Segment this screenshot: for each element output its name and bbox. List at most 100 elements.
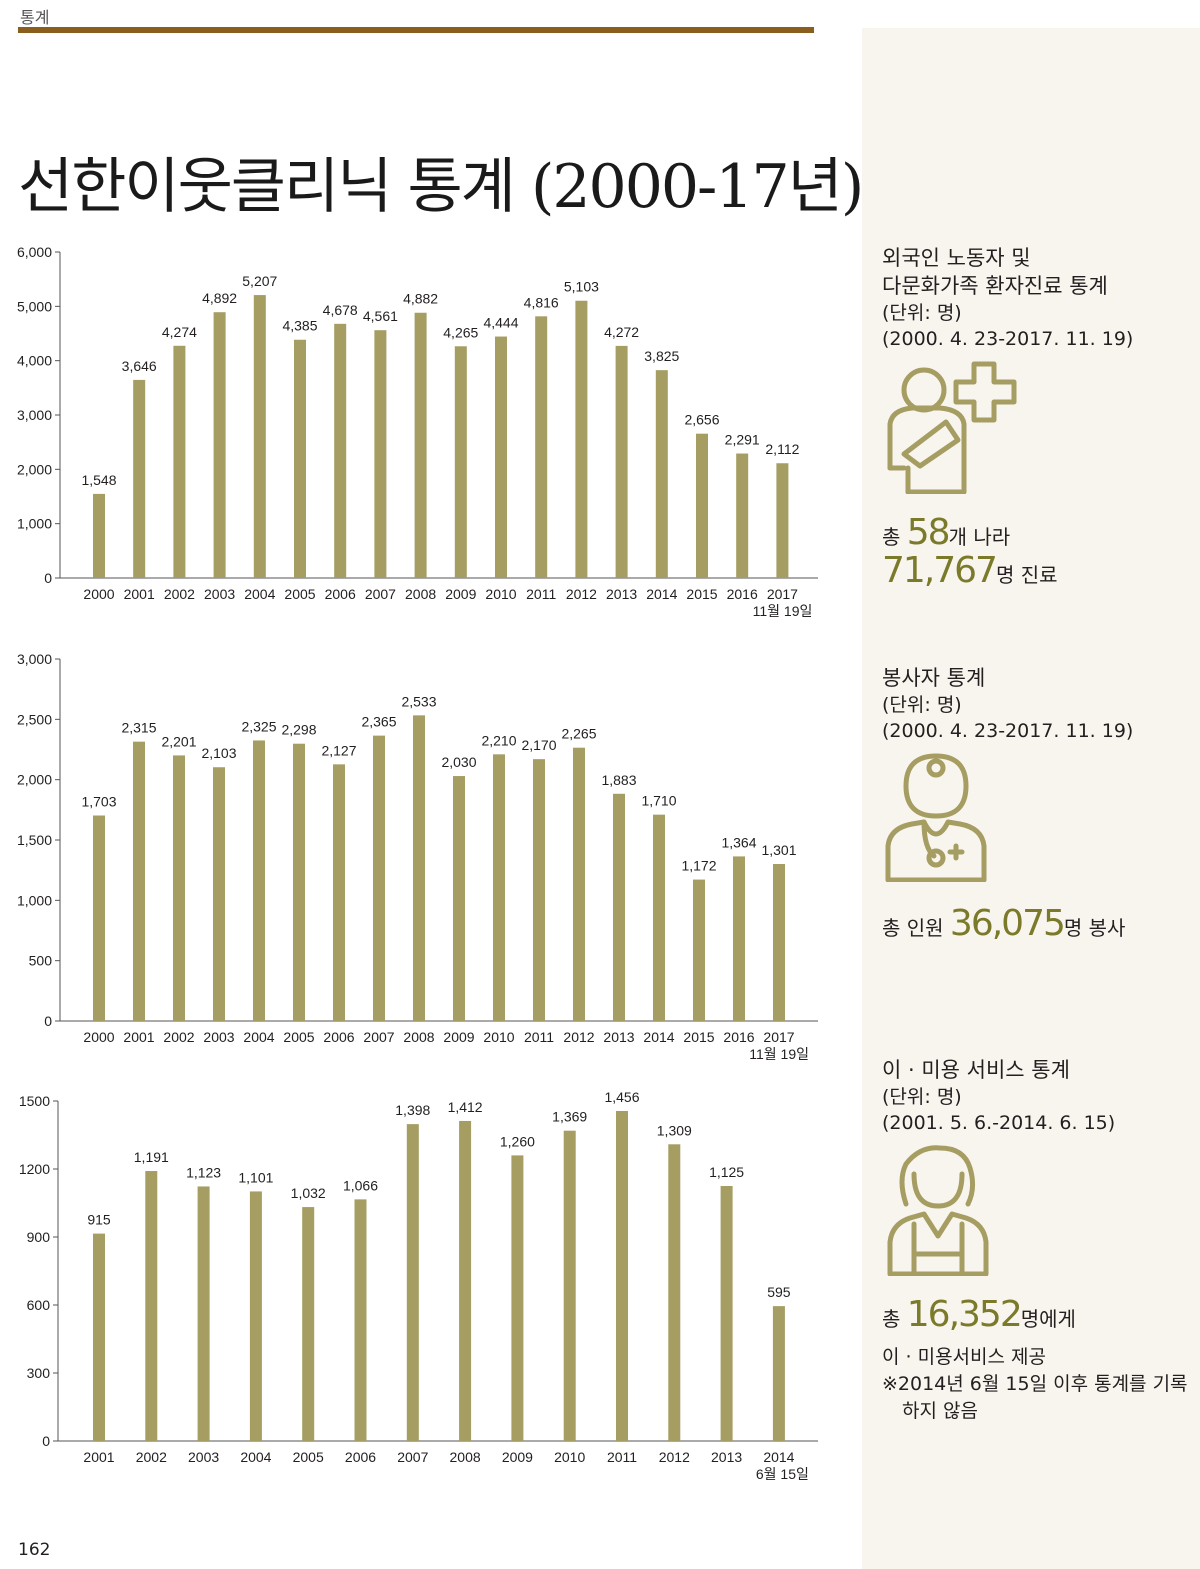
bar <box>253 295 266 578</box>
bar-value-label: 4,385 <box>282 318 317 334</box>
x-tick-label: 2013 <box>603 1029 634 1045</box>
x-tick-label: 2010 <box>485 586 516 602</box>
bar-value-label: 1,301 <box>761 842 796 858</box>
bar-value-label: 4,678 <box>323 302 358 318</box>
y-tick-label: 500 <box>29 953 53 969</box>
bar <box>145 1171 158 1441</box>
x-tick-label: 2002 <box>136 1449 167 1465</box>
bar <box>533 759 545 1021</box>
bar-value-label: 2,533 <box>401 693 436 709</box>
bar-value-label: 2,325 <box>241 718 276 734</box>
patient-with-medical-cross-icon <box>887 361 1017 494</box>
bar-value-label: 4,892 <box>202 290 237 306</box>
beauty-note-line-2: 하지 않음 <box>902 1400 978 1422</box>
bar <box>613 793 625 1021</box>
beauty-service-bar-chart: 0 300 600 900 1200 1500 915 2001 1,191 2002 1,123 2… <box>19 1089 818 1482</box>
x-tick-label: 2005 <box>283 1029 314 1045</box>
bar <box>213 312 226 578</box>
y-tick-label: 4,000 <box>17 353 52 369</box>
patients-countries-value: 58 <box>906 512 951 553</box>
bar <box>495 336 507 578</box>
beauty-unit: (단위: 명) <box>882 1086 962 1108</box>
x-tick-label: 2013 <box>606 586 637 602</box>
bar <box>736 453 749 578</box>
bar-value-label: 1,710 <box>641 793 676 809</box>
bar-value-label: 1,032 <box>291 1185 326 1201</box>
hairdresser-woman-icon <box>887 1145 989 1276</box>
bar-value-label: 2,112 <box>765 441 799 457</box>
bar <box>772 1306 785 1441</box>
y-tick-label: 2,500 <box>17 711 52 727</box>
bar-value-label: 2,210 <box>481 732 516 748</box>
patients-period: (2000. 4. 23-2017. 11. 19) <box>882 328 1134 350</box>
patients-heading: 외국인 노동자 및 다문화가족 환자진료 통계 <box>882 246 1108 298</box>
x-tick-label: 2004 <box>244 586 275 602</box>
patients-total-suffix: 명 진료 <box>995 563 1058 587</box>
bar <box>563 1130 576 1441</box>
bar <box>573 747 585 1021</box>
x-tick-label: 2009 <box>502 1449 533 1465</box>
bar <box>615 345 628 578</box>
doctor-with-stethoscope-icon <box>885 753 987 882</box>
x-tick-label: 2006 <box>323 1029 354 1045</box>
bar-value-label: 2,291 <box>725 432 760 448</box>
y-tick-label: 900 <box>27 1229 51 1245</box>
patients-total-line: 71,767명 진료 <box>882 550 1058 591</box>
section-label: 통계 <box>20 8 50 27</box>
bar-value-label: 915 <box>87 1212 111 1228</box>
bar <box>454 346 467 578</box>
beauty-service-line: 이 · 미용서비스 제공 <box>882 1346 1046 1368</box>
x-tick-label: 2006 <box>325 586 356 602</box>
page-number: 162 <box>18 1540 51 1560</box>
x-tick-label: 2001 <box>124 586 155 602</box>
bar-value-label: 2,298 <box>281 722 316 738</box>
bar-value-label: 2,315 <box>121 720 156 736</box>
bar-value-label: 1,883 <box>601 772 636 788</box>
x-category-note: 11월 19일 <box>749 1046 809 1062</box>
bar <box>249 1191 262 1441</box>
bar-value-label: 4,274 <box>162 324 197 340</box>
bar-value-label: 4,561 <box>363 308 398 324</box>
bar-value-label: 4,265 <box>443 324 478 340</box>
y-tick-label: 6,000 <box>17 244 52 260</box>
x-tick-label: 2002 <box>164 586 195 602</box>
x-tick-label: 2010 <box>554 1449 585 1465</box>
bar-value-label: 2,201 <box>161 733 196 749</box>
bar <box>459 1120 472 1441</box>
x-tick-label: 2005 <box>284 586 315 602</box>
y-tick-label: 2,000 <box>17 461 52 477</box>
bar-value-label: 2,030 <box>441 754 476 770</box>
x-tick-label: 2009 <box>443 1029 474 1045</box>
beauty-notes: 이 · 미용서비스 제공 ※2014년 6월 15일 이후 통계를 기록 하지 … <box>882 1344 1188 1425</box>
beauty-prefix: 총 <box>882 1307 907 1331</box>
x-tick-label: 2010 <box>483 1029 514 1045</box>
x-tick-label: 2008 <box>403 1029 434 1045</box>
x-tick-label: 2015 <box>686 586 717 602</box>
y-tick-label: 1500 <box>19 1093 50 1109</box>
bar <box>575 300 588 578</box>
bar-value-label: 2,127 <box>321 742 356 758</box>
bar-value-label: 1,172 <box>681 858 716 874</box>
x-tick-label: 2000 <box>83 1029 114 1045</box>
bar <box>333 764 345 1021</box>
bar-value-label: 4,444 <box>483 315 518 331</box>
page-title: 선한이웃클리닉 통계 (2000-17년) <box>18 152 864 222</box>
sidebar-panel <box>862 28 1200 1569</box>
x-tick-label: 2001 <box>123 1029 154 1045</box>
bar <box>133 741 145 1021</box>
volunteers-bar-chart: 0 500 1,000 1,500 2,000 2,500 3,000 1,703 2000 2,… <box>17 651 818 1062</box>
bar-value-label: 1,456 <box>604 1089 639 1105</box>
bar-value-label: 1,066 <box>343 1177 378 1193</box>
volunteers-total-line: 총 인원 36,075명 봉사 <box>882 903 1125 944</box>
x-tick-label: 2002 <box>163 1029 194 1045</box>
bar-value-label: 4,816 <box>524 294 559 310</box>
patients-countries-line: 총 58개 나라 <box>882 512 1010 553</box>
bar <box>511 1155 524 1441</box>
bar <box>733 856 745 1021</box>
y-tick-label: 1,000 <box>17 892 52 908</box>
bar <box>773 864 785 1021</box>
bar <box>133 379 146 578</box>
y-tick-label: 0 <box>44 1013 52 1029</box>
bar-value-label: 4,882 <box>403 291 438 307</box>
x-tick-label: 2005 <box>293 1449 324 1465</box>
